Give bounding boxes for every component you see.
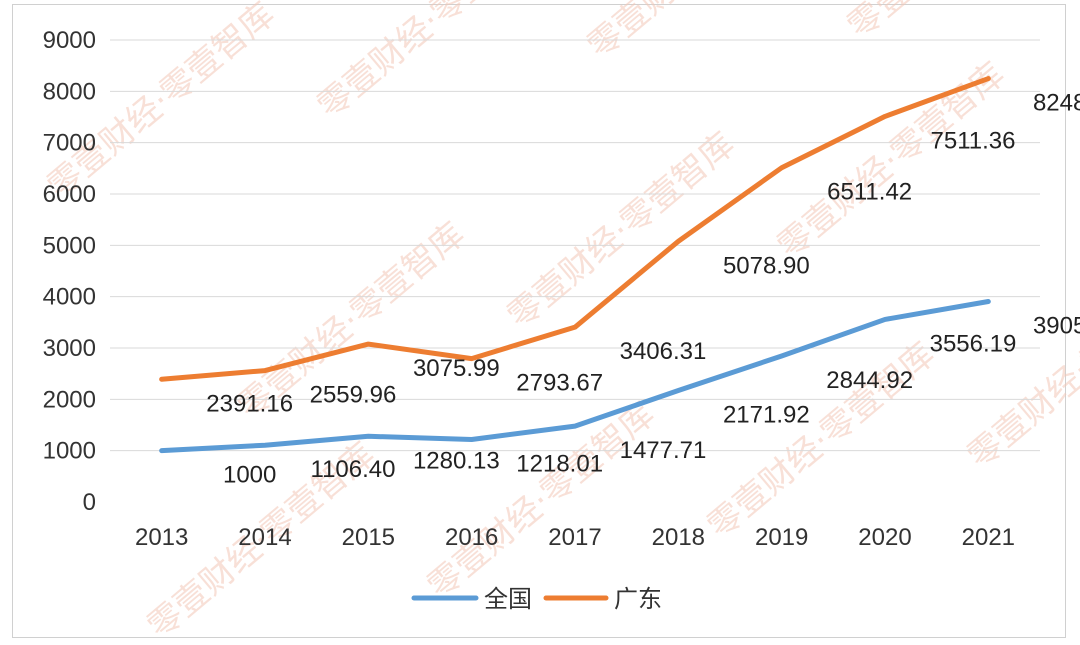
data-label: 6511.42 [827, 179, 912, 206]
data-label: 2844.92 [826, 367, 913, 394]
y-tick-label: 9000 [43, 27, 96, 54]
x-tick-label: 2021 [962, 524, 1015, 551]
x-tick-label: 2013 [135, 524, 188, 551]
data-label: 3556.19 [930, 330, 1017, 357]
watermark-text: 零壹财经·零壹智库 [770, 54, 1012, 266]
data-label: 1218.01 [516, 450, 603, 477]
y-tick-label: 5000 [43, 232, 96, 259]
data-label: 3406.31 [620, 338, 707, 365]
x-axis-ticks: 2013 2014 2015 2016 2017 2018 2019 2020 2021 [135, 524, 1015, 551]
data-label: 5078.90 [723, 252, 810, 279]
series-lines [159, 76, 991, 454]
data-label: 1280.13 [413, 447, 500, 474]
data-label: 2559.96 [310, 382, 397, 409]
y-tick-label: 6000 [43, 181, 96, 208]
x-tick-label: 2015 [342, 524, 395, 551]
y-tick-label: 2000 [43, 386, 96, 413]
grid-lines [110, 39, 1040, 452]
watermark-text: 零壹财经·零壹智库 [420, 394, 662, 606]
data-label: 7511.36 [931, 127, 1016, 154]
x-tick-label: 2014 [238, 524, 291, 551]
data-label: 2793.67 [516, 370, 603, 397]
legend-label-quanguo: 全国 [484, 585, 532, 613]
data-label: 1106.40 [311, 456, 396, 483]
series-line-0 [159, 299, 991, 454]
y-tick-label: 4000 [43, 284, 96, 311]
x-tick-label: 2017 [548, 524, 601, 551]
y-tick-label: 7000 [43, 130, 96, 157]
watermark-text: 零壹财经·零壹智库 [310, 0, 552, 127]
chart-frame [12, 4, 1066, 638]
y-tick-label: 3000 [43, 335, 96, 362]
watermark-text: 零壹财经·零壹智库 [580, 0, 822, 67]
data-label: 2171.92 [723, 402, 810, 429]
data-label: 3905.43 [1033, 313, 1080, 340]
series-line-1 [159, 76, 991, 382]
x-tick-label: 2016 [445, 524, 498, 551]
x-tick-label: 2020 [858, 524, 911, 551]
x-tick-label: 2018 [652, 524, 705, 551]
y-tick-label: 1000 [43, 438, 96, 465]
x-tick-label: 2019 [755, 524, 808, 551]
data-label: 3075.99 [413, 355, 500, 382]
data-label: 8248.94 [1033, 90, 1080, 117]
legend-label-guangdong: 广东 [614, 585, 662, 613]
watermark-text: 零壹财经·零壹智库 [500, 124, 742, 336]
data-labels: 1000 1106.40 1280.13 1218.01 1477.71 2171.92 2… [206, 90, 1080, 489]
data-label: 1477.71 [620, 437, 707, 464]
y-axis-ticks: 0 1000 2000 3000 4000 5000 6000 7000 8000 9000 [43, 27, 96, 516]
data-label: 2391.16 [206, 390, 293, 417]
y-tick-label: 0 [83, 489, 96, 516]
data-label: 1000 [223, 462, 276, 489]
y-tick-label: 8000 [43, 78, 96, 105]
legend: 全国 广东 [411, 585, 662, 613]
